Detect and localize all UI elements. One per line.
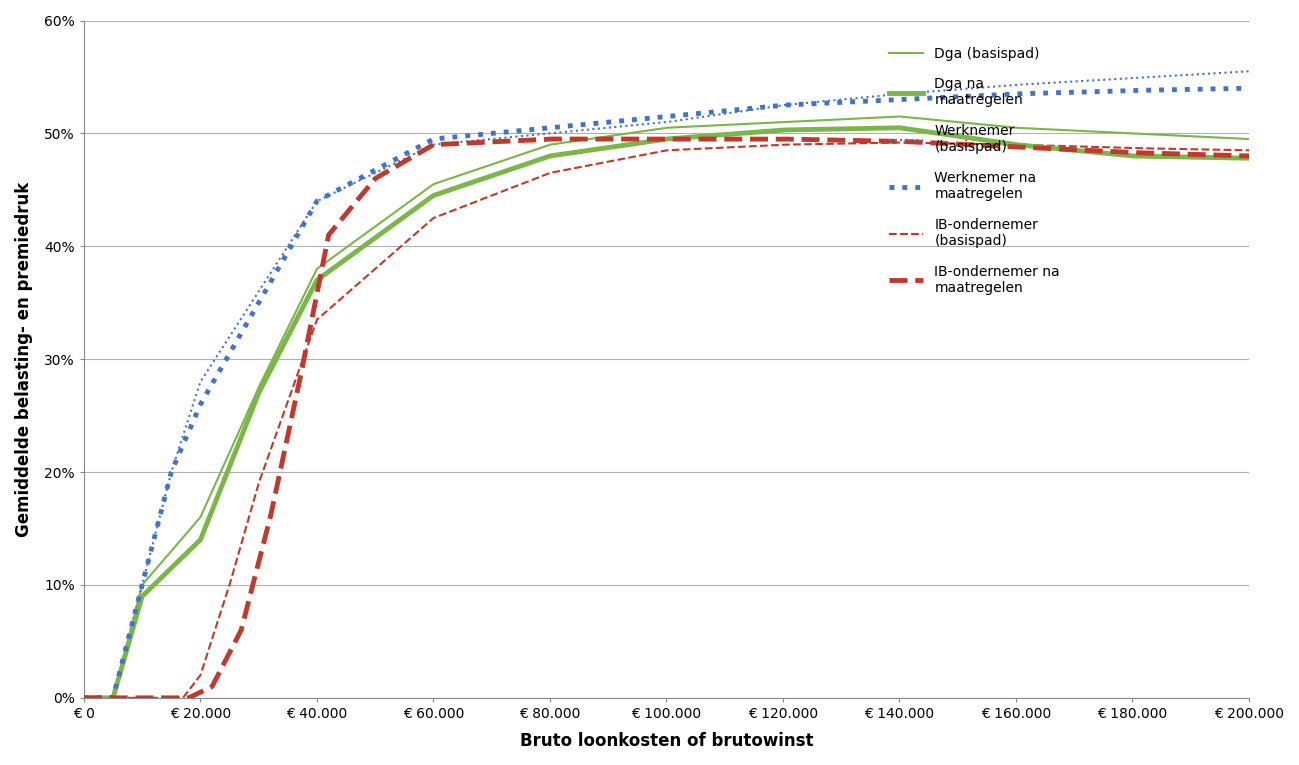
Legend: Dga (basispad), Dga na
maatregelen, Werknemer
(basispad), Werknemer na
maatregel: Dga (basispad), Dga na maatregelen, Werk… [883, 41, 1065, 301]
X-axis label: Bruto loonkosten of brutowinst: Bruto loonkosten of brutowinst [520, 732, 813, 750]
Y-axis label: Gemiddelde belasting- en premiedruk: Gemiddelde belasting- en premiedruk [16, 181, 32, 537]
